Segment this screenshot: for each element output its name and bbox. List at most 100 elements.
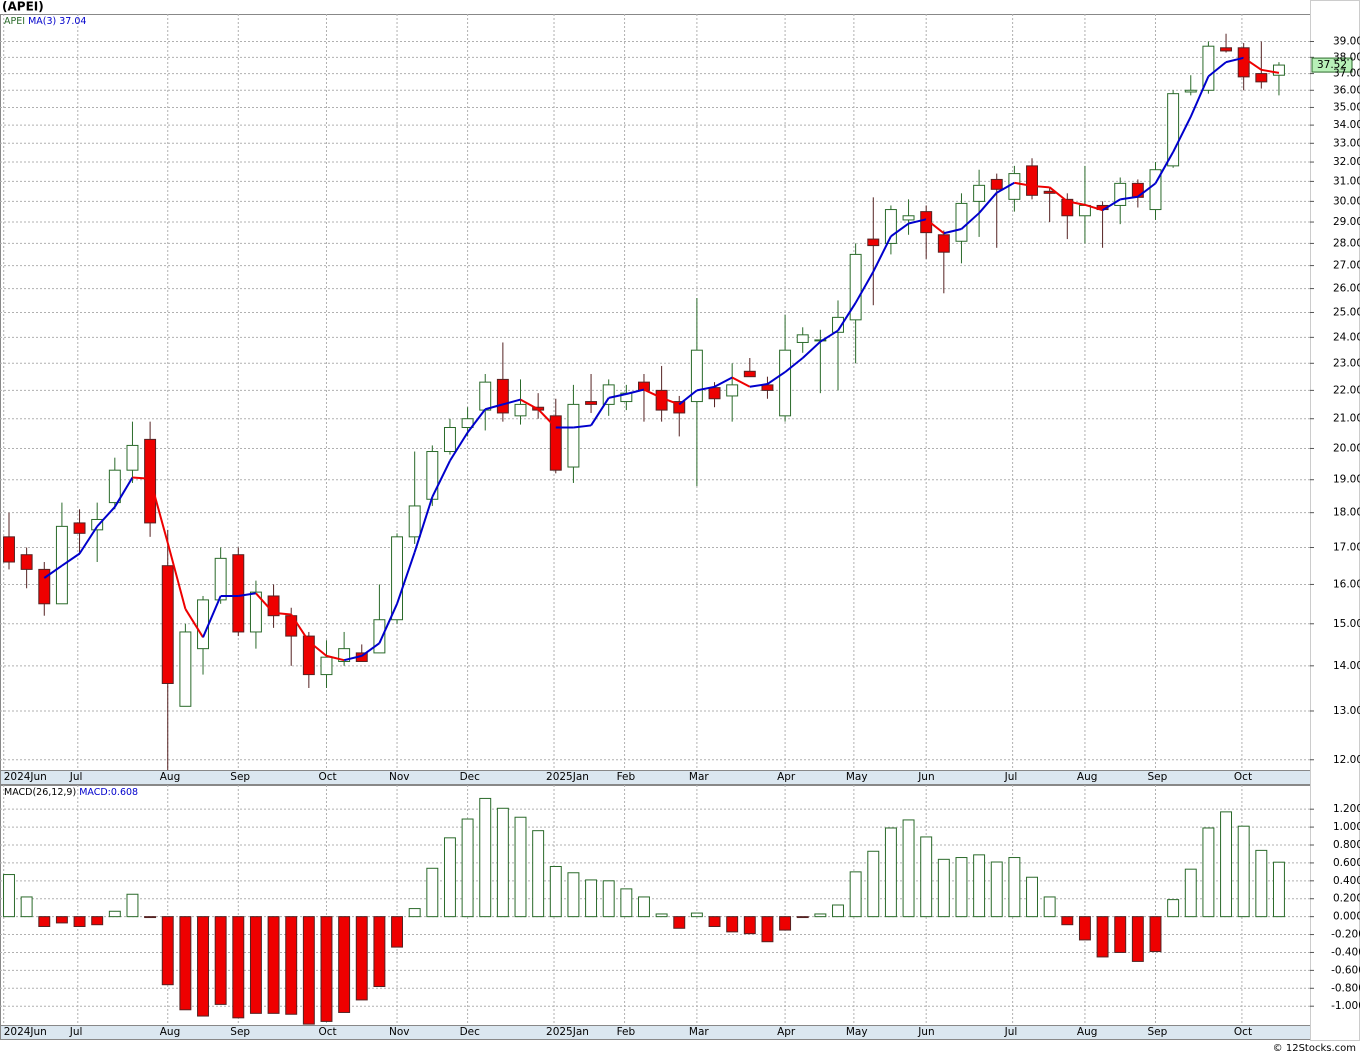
y-tick-label: 1.200 [1333,803,1360,815]
candle-body [232,554,245,633]
x-tick-label: Jul [1004,1026,1018,1038]
x-tick-label: Jun [917,771,934,783]
x-tick-label: Sep [230,1026,250,1038]
macd-bar [197,916,209,1017]
macd-bar [338,916,351,1013]
candle-body [373,619,386,654]
macd-bar [832,904,844,918]
y-tick-label: 35.00 [1333,101,1360,113]
macd-bar [1202,827,1215,918]
watermark: © 12Stocks.com [1273,1043,1356,1054]
macd-bar [108,910,121,918]
y-tick-label: 0.400 [1333,875,1360,887]
legend: MACD(26,12,9) MACD:0.608 [4,787,138,798]
macd-bar [867,850,880,918]
macd-bar [990,861,1003,918]
y-tick-label: 26.00 [1333,283,1360,295]
x-tick-label: Sep [1147,771,1167,783]
macd-bar [1149,916,1162,953]
macd-bar [249,916,262,1014]
candle-body [38,568,51,605]
ma-segment [908,218,927,225]
legend-item: MA(3) [28,16,56,27]
y-tick-label: 21.00 [1333,413,1360,425]
y-tick-label: 29.00 [1333,216,1360,228]
macd-bar [391,916,404,948]
candle-body [3,536,15,563]
macd-bar [443,837,456,918]
y-tick-label: 20.00 [1333,442,1360,454]
ma-segment [714,376,733,388]
ma-segment [149,478,169,544]
candle-body [638,381,650,391]
x-axis-band [0,1025,1311,1040]
y-tick-label: 39.00 [1333,35,1360,47]
x-tick-label: Dec [460,1026,481,1038]
ma-segment [132,476,151,480]
candle-body [884,209,897,244]
ma-segment [1014,181,1033,187]
candle-body [249,591,262,633]
ma-segment [466,408,487,434]
candle-body [479,381,492,411]
chart-title: (APEI) [2,0,44,14]
macd-bar [285,916,298,1015]
ma-segment [1154,151,1174,184]
y-tick-label: 0.200 [1333,893,1360,905]
ma-segment [643,388,663,399]
ma-segment [326,654,345,662]
x-tick-label: Mar [689,1026,709,1038]
x-tick-label: 2024Jun [4,771,47,783]
macd-bar [1061,916,1074,926]
ma-segment [678,389,698,406]
ma-segment [872,235,892,273]
y-tick-label: 38.00 [1333,51,1360,63]
candle-body [1220,47,1233,52]
candle-body [902,215,915,221]
candle-body [585,401,598,405]
macd-bar [1237,825,1250,918]
y-tick-label: 25.00 [1333,306,1360,318]
ma-segment [573,424,592,429]
x-tick-label: 2025Jan [546,771,589,783]
candle-body [1131,182,1144,198]
macd-bar [302,916,315,1025]
macd-bar [673,916,686,929]
macd-bar [161,916,174,986]
ma-segment [343,654,362,662]
macd-bar [214,916,227,1005]
y-tick-label: 19.00 [1333,474,1360,486]
y-tick-label: 24.00 [1333,331,1360,343]
y-tick-label: 0.600 [1333,857,1360,869]
candle-body [1008,173,1021,200]
ma-segment [502,398,521,406]
y-tick-label: 23.00 [1333,357,1360,369]
y-tick-label: -0.400 [1331,946,1360,958]
macd-bar [849,871,862,918]
ma-segment [431,460,451,498]
macd-bar [144,916,157,919]
y-tick-label: 31.00 [1333,175,1360,187]
last-price-box [1311,57,1353,73]
ma-segment [378,603,398,644]
ma-segment [113,476,134,508]
y-tick-label: 30.00 [1333,195,1360,207]
x-tick-label: 2025Jan [546,1026,589,1038]
candle-body [108,469,121,504]
ma-segment [1084,203,1103,212]
x-tick-label: Feb [617,771,636,783]
macd-bar [408,908,421,918]
macd-bar [320,916,333,1022]
x-tick-label: Apr [777,1026,796,1038]
candle-body [1255,73,1268,83]
candle-body [391,536,404,621]
macd-bar [355,916,368,1001]
macd-bar [20,896,33,918]
macd-bar [373,916,386,987]
candle-body [832,316,844,333]
ma-segment [361,642,380,657]
macd-bar [743,916,756,935]
ma-segment [766,371,786,385]
macd-bar [1131,916,1144,962]
